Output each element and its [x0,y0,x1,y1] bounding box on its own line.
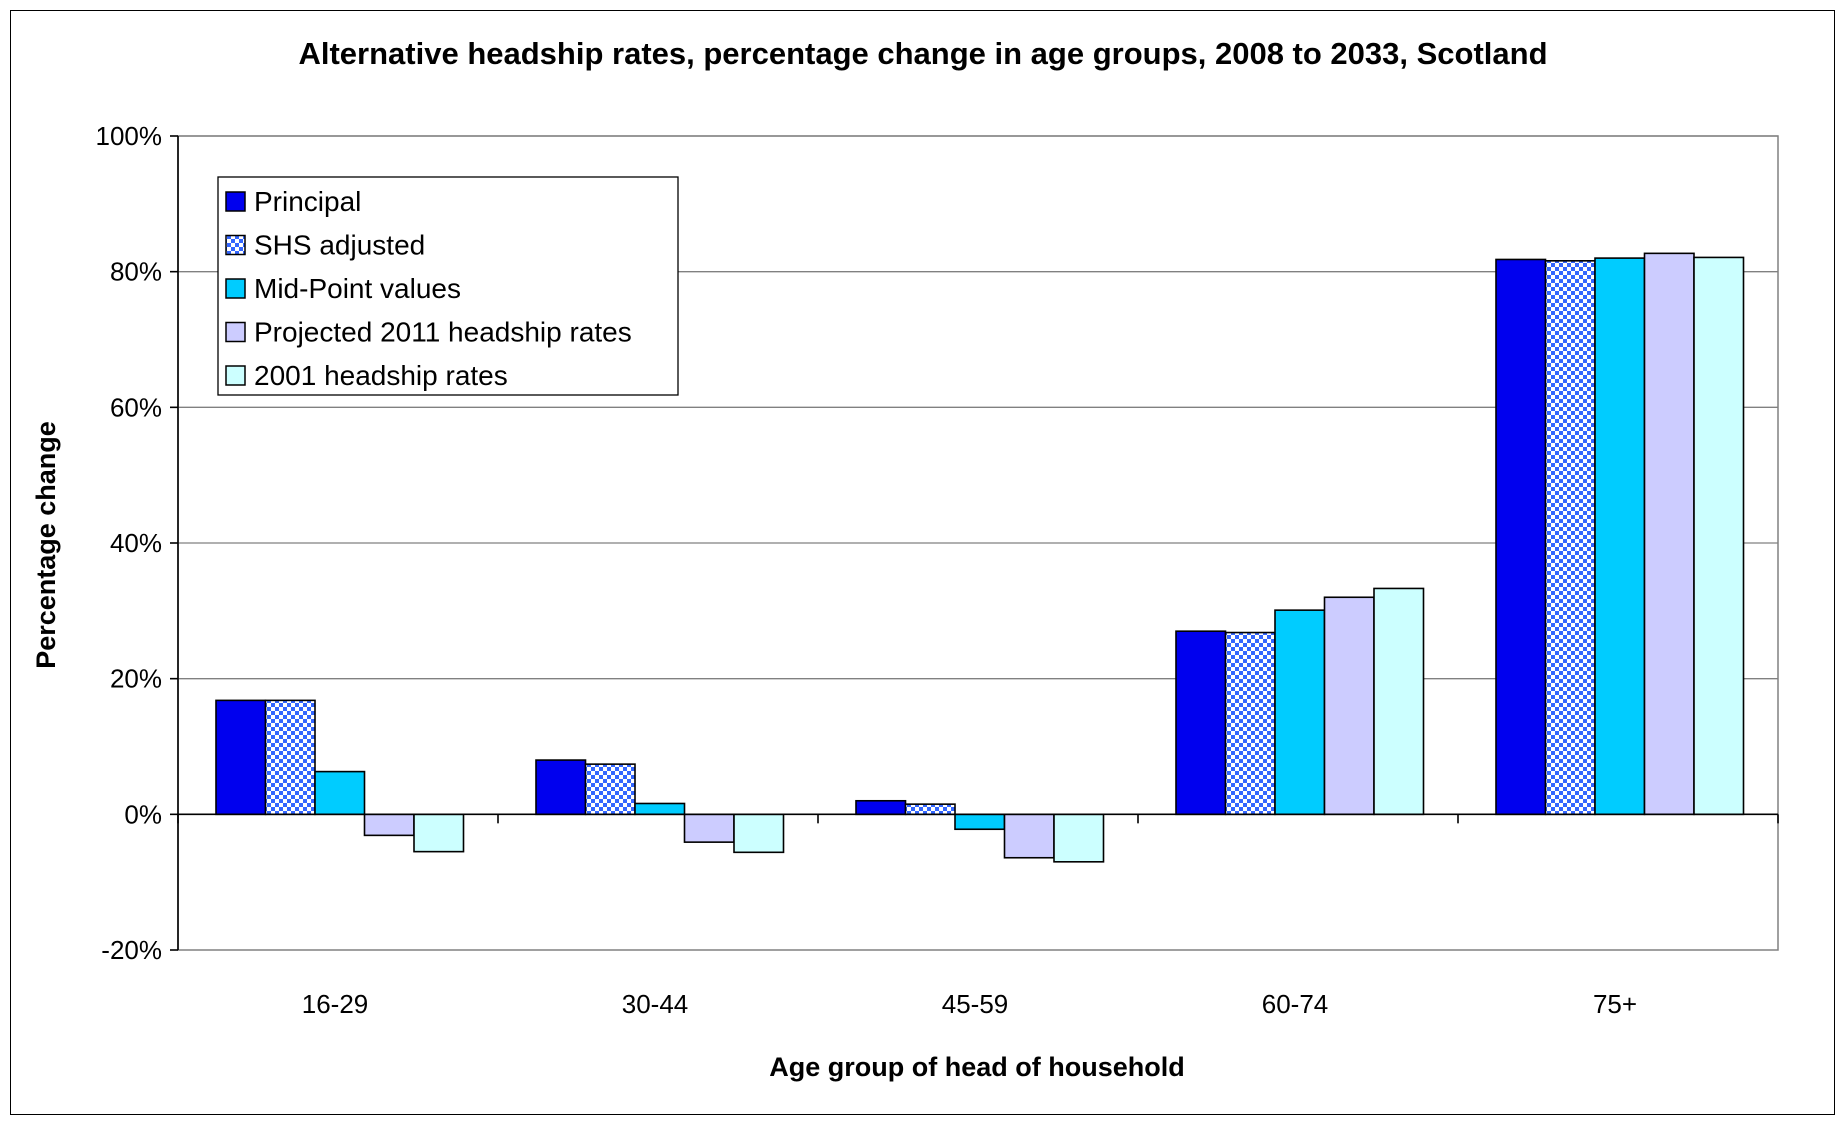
legend-box [217,176,679,396]
bar-75+-3 [1643,252,1695,816]
chart-svg: Alternative headship rates, percentage c… [31,36,1779,1082]
bar-60-74-0 [1175,630,1227,816]
bar-30-44-1 [584,763,636,816]
bar-60-74-3 [1323,596,1375,816]
x-tick-label: 60-74 [1262,989,1329,1019]
legend-swatch [225,234,246,256]
bar-30-44-2 [634,802,686,816]
chart-frame: Alternative headship rates, percentage c… [10,10,1835,1115]
bar-60-74-2 [1274,609,1326,816]
legend-label: Principal [254,186,361,217]
x-axis-title: Age group of head of household [769,1052,1184,1082]
bar-45-59-1 [904,803,956,816]
bar-16-29-1 [264,699,316,816]
bar-75+-0 [1495,258,1547,816]
x-tick-label: 30-44 [622,989,689,1019]
chart-title: Alternative headship rates, percentage c… [298,36,1547,71]
legend-label: Projected 2011 headship rates [254,317,632,348]
bar-45-59-0 [855,799,907,816]
x-tick-label: 75+ [1593,989,1637,1019]
bar-45-59-3 [1003,813,1055,859]
y-tick-label: 20% [110,664,162,694]
bar-75+-2 [1594,257,1646,816]
y-axis-title: Percentage change [31,421,61,669]
legend-swatch [225,365,246,386]
bar-30-44-3 [683,813,735,843]
axes [170,135,1779,951]
x-tick-labels: 16-29 30-44 45-59 60-74 75+ [302,989,1637,1019]
y-tick-label: -20% [101,935,162,965]
y-tick-label: 0% [124,799,162,829]
bar-75+-1 [1544,260,1596,816]
legend-swatch [225,191,246,212]
legend-swatch [225,278,246,299]
legend-label: SHS adjusted [254,230,425,261]
y-tick-labels: -20% 0% 20% 40% 60% 80% 100% [96,121,163,965]
bar-45-59-2 [954,813,1006,831]
x-tick-label: 45-59 [942,989,1009,1019]
legend-swatch [225,321,246,343]
bar-16-29-4 [413,813,465,853]
legend: Principal SHS adjusted Mid-Point values Pro… [217,176,679,396]
bar-30-44-0 [535,759,587,816]
y-tick-label: 40% [110,528,162,558]
y-tick-label: 60% [110,392,162,422]
legend-label: 2001 headship rates [254,360,508,391]
bar-60-74-1 [1224,631,1276,816]
x-tick-label: 16-29 [302,989,369,1019]
bar-75+-4 [1693,256,1745,816]
bars [215,252,1745,863]
y-tick-label: 100% [96,121,163,151]
y-tick-label: 80% [110,257,162,287]
bar-60-74-4 [1373,587,1425,816]
bar-16-29-2 [314,770,366,816]
bar-16-29-3 [363,813,415,837]
legend-label: Mid-Point values [254,273,461,304]
bar-16-29-0 [215,699,267,816]
bar-30-44-4 [733,813,785,854]
bar-45-59-4 [1053,813,1105,863]
